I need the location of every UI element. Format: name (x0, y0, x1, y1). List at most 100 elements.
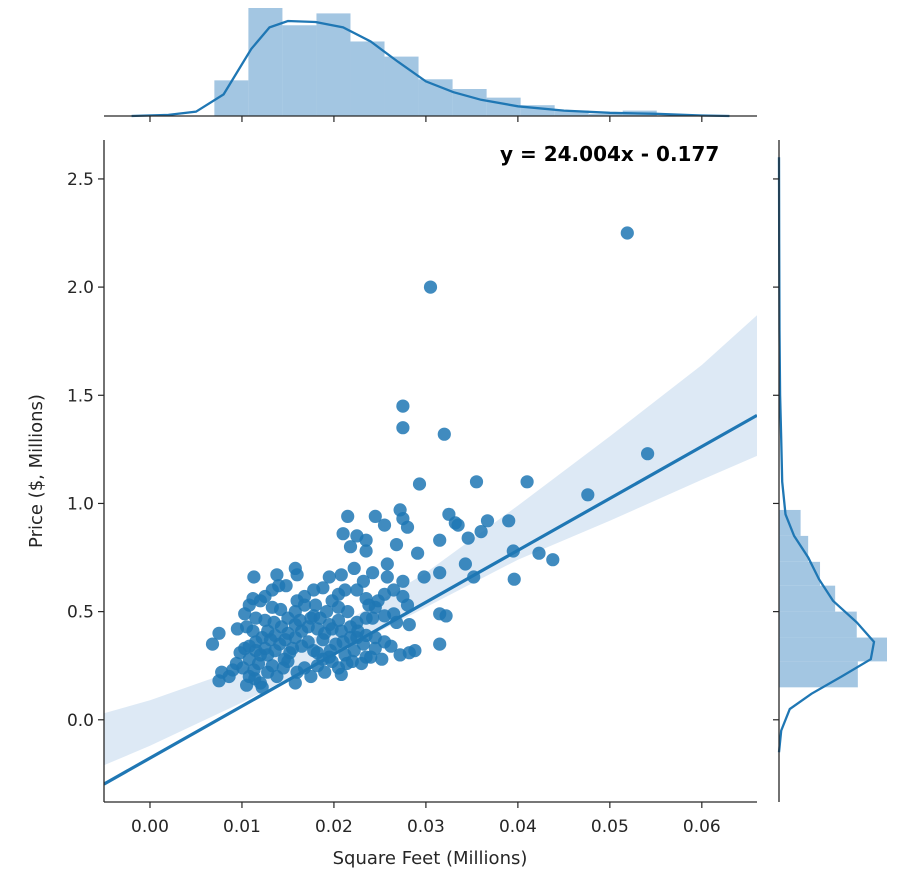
x-marginal-bar (588, 113, 623, 116)
scatter-point (318, 665, 332, 679)
scatter-point (285, 641, 300, 656)
x-tick-label: 0.04 (499, 817, 537, 837)
scatter-point (301, 620, 315, 634)
scatter-point (620, 226, 634, 240)
scatter-point (310, 646, 324, 660)
scatter-point (212, 674, 226, 688)
y-marginal-kde-curve (777, 157, 876, 753)
x-tick-label: 0.02 (315, 817, 353, 837)
scatter-point (278, 633, 292, 647)
scatter-point (458, 557, 472, 571)
scatter-point (322, 570, 336, 584)
x-tick-label: 0.03 (407, 817, 445, 837)
x-marginal-bar (384, 56, 419, 116)
x-marginal-bar (214, 80, 249, 116)
scatter-point (532, 546, 546, 560)
scatter-point (290, 568, 304, 582)
y-marginal-bar (779, 637, 887, 662)
scatter-point (439, 609, 453, 623)
scatter-point (366, 566, 380, 580)
scatter-point (371, 594, 385, 608)
y-tick-label: 2.5 (67, 170, 94, 190)
x-tick-label: 0.05 (591, 817, 629, 837)
y-tick-label: 1.0 (67, 494, 94, 514)
scatter-point (417, 570, 431, 584)
y-marginal-distribution (773, 140, 887, 802)
scatter-point (268, 644, 282, 658)
scatter-point (400, 598, 415, 612)
x-tick-label: 0.01 (223, 817, 261, 837)
scatter-point (270, 568, 284, 582)
scatter-point (336, 527, 350, 541)
x-marginal-bar (554, 110, 589, 116)
scatter-point (377, 609, 392, 623)
scatter-point (343, 540, 358, 554)
scatter-point (396, 574, 410, 588)
scatter-point (402, 618, 416, 632)
scatter-point (581, 488, 595, 502)
scatter-point (461, 531, 475, 545)
scatter-point (368, 509, 382, 523)
regression-equation: y = 24.004x - 0.177 (500, 142, 719, 166)
regression-confidence-band (104, 315, 757, 766)
scatter-point (502, 514, 516, 528)
scatter-point (411, 546, 425, 560)
x-marginal-ticks (149, 116, 703, 122)
regression-line (104, 413, 757, 786)
scatter-point (316, 633, 330, 647)
scatter-point (451, 518, 465, 532)
scatter-point (334, 667, 348, 682)
x-marginal-kde-curve (131, 19, 730, 118)
y-marginal-histogram (779, 509, 887, 688)
y-axis-ticks: 0.0 0.5 1.0 1.5 2.0 2.5 (67, 170, 104, 731)
scatter-point (238, 607, 252, 621)
scatter-point (354, 656, 369, 671)
x-tick-label: 0.06 (683, 817, 721, 837)
scatter-point (433, 566, 447, 580)
scatter-point (322, 650, 336, 664)
scatter-point (408, 644, 422, 658)
scatter-point (212, 626, 226, 640)
scatter-point (308, 598, 323, 612)
x-marginal-distribution (104, 8, 757, 122)
scatter-point (205, 637, 220, 651)
scatter-point (412, 477, 427, 491)
scatter-point (347, 561, 361, 576)
scatter-point (341, 605, 355, 619)
scatter-point (396, 399, 410, 413)
scatter-point (377, 518, 392, 532)
scatter-point (288, 676, 302, 690)
scatter-point (350, 631, 364, 645)
scatter-point (423, 280, 438, 294)
x-axis-title: Square Feet (Millions) (333, 848, 528, 869)
scatter-point (281, 654, 295, 669)
scatter-regression-plot: 0.00 0.01 0.02 0.03 0.04 0.05 0.06 0.0 0.5 1.0 1.… (26, 140, 757, 869)
scatter-point (341, 509, 355, 523)
scatter-points (205, 226, 655, 694)
scatter-point (247, 570, 261, 584)
y-marginal-ticks (773, 178, 779, 721)
scatter-point (307, 609, 321, 623)
y-tick-label: 1.5 (67, 386, 94, 406)
scatter-point (389, 615, 404, 630)
scatter-point (641, 447, 655, 461)
scatter-point (389, 538, 404, 552)
scatter-point (375, 652, 389, 666)
scatter-point (433, 533, 447, 547)
scatter-point (506, 544, 520, 558)
scatter-point (246, 624, 260, 638)
x-marginal-bar (282, 25, 317, 117)
scatter-point (265, 659, 279, 673)
scatter-point (396, 421, 410, 435)
scatter-point (240, 678, 254, 692)
scatter-point (467, 570, 481, 584)
y-axis-title: Price ($, Millions) (26, 394, 47, 548)
scatter-point (377, 635, 392, 649)
scatter-point (255, 680, 269, 694)
scatter-point (350, 583, 364, 597)
x-tick-label: 0.00 (131, 817, 169, 837)
scatter-point (364, 650, 378, 664)
scatter-point (359, 611, 373, 625)
